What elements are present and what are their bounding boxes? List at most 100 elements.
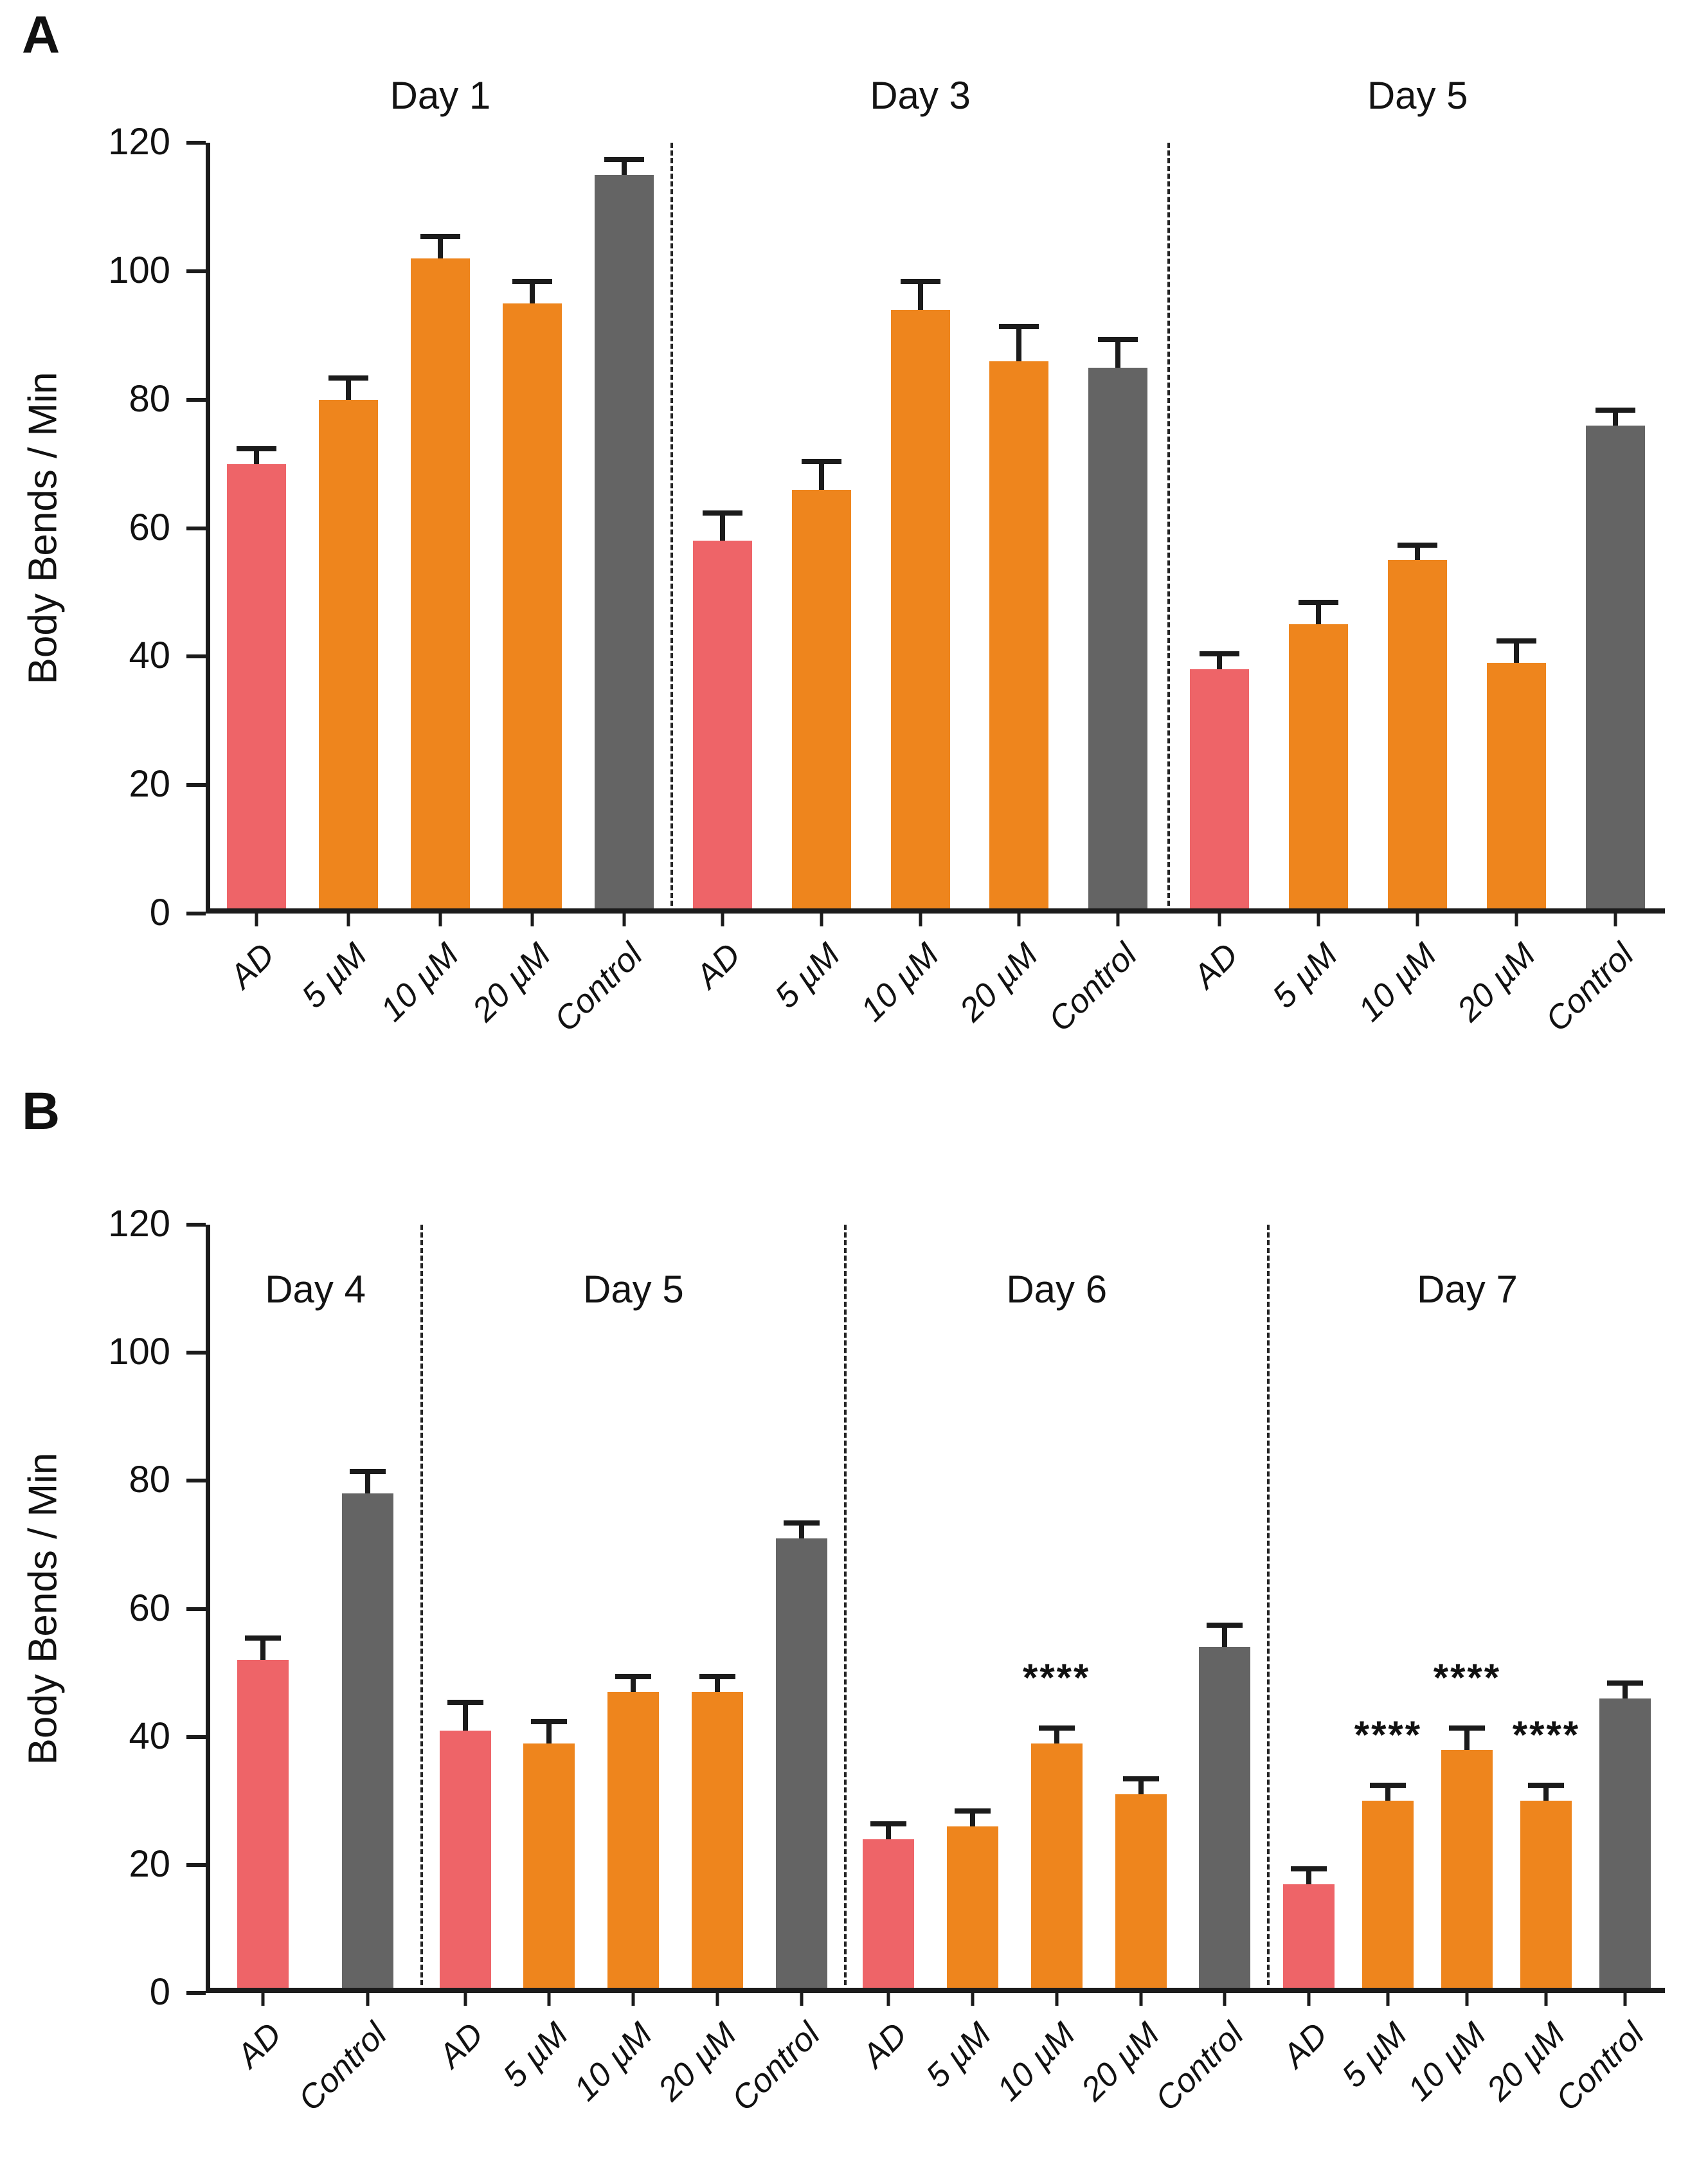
bar-slot-day-6-10-um: **** 10 µM [990,1225,1088,2108]
x-tick [631,1993,635,2006]
group-day-7: Day 7 AD **** 5 µM **** 10 µM **** 20 µM Control [1266,1225,1665,2118]
panel-b-chart: Body Bends / Min 0 20 40 60 80 100 120 Day 4 AD Co… [21,1205,1665,2118]
bar-control [595,174,654,914]
error-bar [1291,1866,1327,1884]
error-bar [1398,542,1438,561]
bar-slot-day-7-20-um: **** 20 µM [1480,1225,1578,2108]
x-tick [1515,914,1518,926]
x-tick [346,914,350,926]
x-tick [1307,1993,1311,2006]
error-bar [1098,336,1138,368]
y-axis-line [206,143,210,914]
y-tick [186,1607,206,1611]
y-tick-label: 120 [108,121,170,163]
bar-slot-day-7-10-um: **** 10 µM [1401,1225,1499,2108]
x-tick-label: AD [431,2015,491,2075]
x-tick-label: Control [1148,2015,1251,2118]
x-tick [366,1993,370,2006]
bar-control [1199,1647,1251,1993]
bar-ad [1190,669,1250,914]
x-tick [1416,914,1419,926]
y-tick [186,912,206,915]
x-tick [1139,1993,1143,2006]
x-tick-label: 5 µM [768,936,847,1016]
bar-slot-day-6-control: Control [1148,1225,1251,2118]
group-title: Day 6 [1006,1268,1108,1311]
error-bar [801,458,841,490]
x-tick [971,1993,975,2006]
error-bar [1200,651,1240,670]
bar-5-um [523,1743,575,1993]
x-tick [438,914,442,926]
bar-5-um [1362,1801,1414,1993]
bar-20-um [989,361,1049,914]
bar-control [1088,367,1148,914]
group-day-6: Day 6 AD 5 µM **** 10 µM 20 µM Control [843,1225,1267,2118]
significance-stars: **** [1512,1713,1581,1757]
error-bar [1122,1776,1159,1795]
x-tick-label: AD [1275,2015,1335,2075]
bar-slot-day-1-5-um: 5 µM [295,143,378,1016]
x-tick-label: 10 µM [853,936,946,1029]
bar-10-um [890,309,950,914]
x-tick [530,914,534,926]
error-bar [512,278,552,303]
group-title: Day 5 [582,1268,684,1311]
error-bar [699,1674,736,1692]
y-tick [186,1734,206,1739]
bar-slot-day-1-10-um: 10 µM [373,143,470,1029]
group-title: Day 3 [870,74,971,117]
x-tick [1223,1993,1227,2006]
error-bar [900,278,940,310]
error-bar [1528,1783,1565,1801]
bar-slot-day-6-20-um: 20 µM [1074,1225,1167,2108]
x-tick-label: Control [724,2015,828,2118]
bar-20-um [692,1691,744,1993]
bar-slot-day-5-control: Control [1539,143,1646,1039]
y-axis-line [206,1225,210,1993]
bar-slot-day-5-control: Control [725,1225,828,2118]
bar-slot-day-5-ad: AD [432,1225,491,2075]
bar-control [776,1538,828,1993]
x-tick [255,914,258,926]
x-tick [1317,914,1320,926]
x-tick-label: 5 µM [919,2015,999,2095]
x-tick [800,1993,804,2006]
error-bar [236,446,276,464]
bar-slot-day-6-ad: AD [855,1225,914,2075]
y-tick [186,1991,206,1995]
x-tick [547,1993,551,2006]
bar-ad [439,1730,491,1993]
x-tick-label: 20 µM [465,936,559,1029]
bar-slot-day-4-ad: AD [229,1225,289,2075]
x-tick-label: Control [547,936,651,1039]
error-bar [1370,1783,1407,1801]
y-tick-label: 100 [108,1331,170,1373]
bar-slot-day-5-5-um: 5 µM [1265,143,1349,1016]
y-tick [186,1351,206,1355]
group-title: Day 5 [1367,74,1468,117]
y-tick-label: 100 [108,249,170,291]
error-bar [328,375,368,400]
error-bar [1607,1680,1644,1698]
bar-slot-day-3-10-um: 10 µM [854,143,950,1029]
x-tick [1623,1993,1627,2006]
bar-slot-day-3-control: Control [1041,143,1148,1039]
error-bar [420,233,460,258]
bar-control [1599,1698,1651,1993]
x-tick [715,1993,719,2006]
bar-5-um [318,399,378,914]
bar-10-um [1388,560,1448,914]
x-tick [820,914,823,926]
bar-slot-day-5-ad: AD [1187,143,1250,995]
bar-groups: Day 4 AD Control Day 5 AD 5 µM 10 µM 20 µM Contr… [210,1225,1665,2118]
bar-ad [237,1660,289,1993]
error-bar [615,1674,652,1692]
x-tick-label: 5 µM [294,936,375,1016]
x-tick-label: AD [222,936,282,996]
bar-5-um [1289,624,1349,914]
x-tick [1386,1993,1390,2006]
x-tick-label: AD [1186,936,1246,996]
x-tick [919,914,922,926]
